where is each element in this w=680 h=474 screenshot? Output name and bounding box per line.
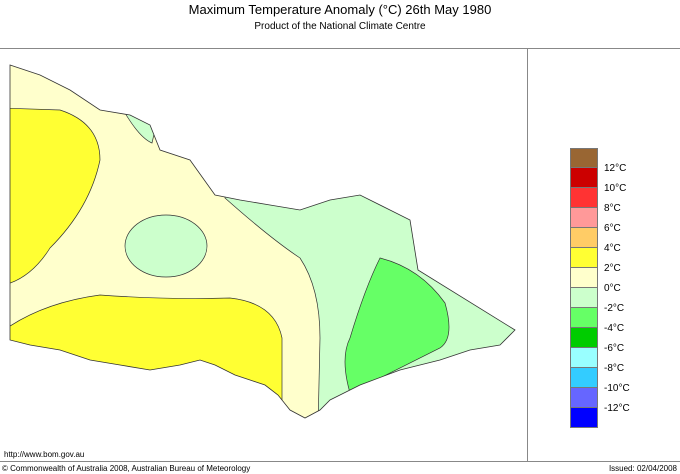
legend-label: 8°C [604, 203, 621, 214]
legend-divider [527, 48, 528, 462]
bom-url-link[interactable]: http://www.bom.gov.au [4, 450, 85, 459]
anomaly-map [9, 64, 516, 419]
color-legend: 12°C 10°C 8°C 6°C 4°C 2°C 0°C -2°C -4°C … [570, 148, 630, 428]
legend-swatch [570, 288, 598, 308]
legend-label: -8°C [604, 363, 625, 374]
zone-2-to-4-south [10, 294, 283, 418]
legend-label: 6°C [604, 223, 621, 234]
legend-swatch [570, 228, 598, 248]
zone-2-to-4-west [10, 107, 101, 287]
legend-swatch [570, 348, 598, 368]
legend-label: -6°C [604, 343, 625, 354]
legend-swatch [570, 208, 598, 228]
legend-swatch [570, 408, 598, 428]
legend-swatch [570, 268, 598, 288]
legend-label: -12°C [604, 403, 630, 414]
legend-swatch [570, 248, 598, 268]
zone-minus4-to-minus2 [344, 257, 450, 394]
legend-swatch [570, 148, 598, 168]
map-subtitle: Product of the National Climate Centre [254, 21, 426, 32]
legend-label: -2°C [604, 303, 625, 314]
legend-label: 4°C [604, 243, 621, 254]
copyright-text: © Commonwealth of Australia 2008, Austra… [2, 464, 251, 473]
legend-swatch [570, 188, 598, 208]
map-frame [0, 48, 680, 462]
legend-swatch [570, 308, 598, 328]
legend-label: 2°C [604, 263, 621, 274]
legend-label: -4°C [604, 323, 625, 334]
legend-label: 12°C [604, 163, 627, 174]
legend-swatch [570, 328, 598, 348]
zone-0-to-2 [10, 65, 515, 418]
issued-date: Issued: 02/04/2008 [608, 464, 677, 473]
legend-swatch [570, 388, 598, 408]
legend-swatch [570, 168, 598, 188]
zone-minus2-to-0-central [124, 214, 208, 278]
legend-label: -10°C [604, 383, 630, 394]
map-title: Maximum Temperature Anomaly (°C) 26th Ma… [188, 2, 492, 17]
legend-label: 0°C [604, 283, 621, 294]
legend-swatch [570, 368, 598, 388]
legend-label: 10°C [604, 183, 627, 194]
